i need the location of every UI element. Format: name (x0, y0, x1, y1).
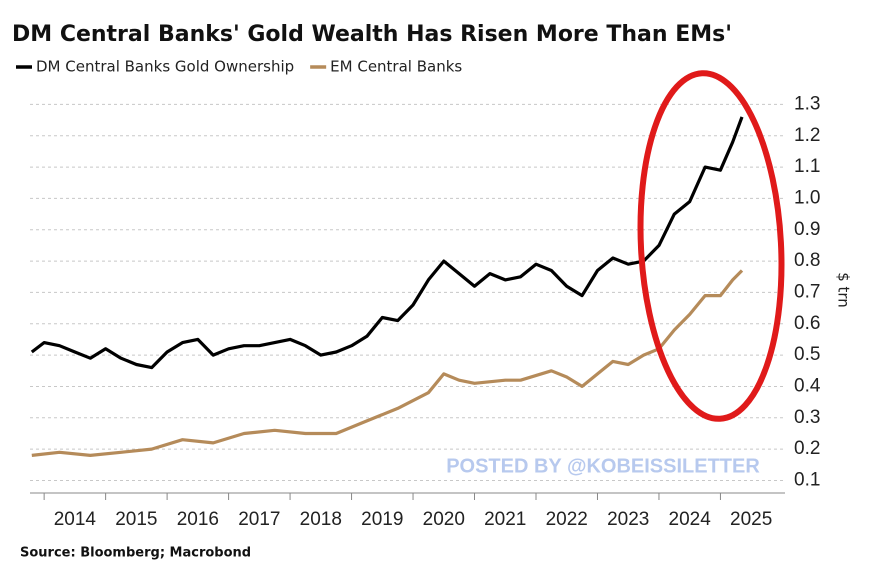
y-tick-label: 0.3 (794, 407, 820, 428)
x-tick-label: 2017 (238, 509, 280, 530)
x-tick-label: 2018 (300, 509, 342, 530)
source: Source: Bloomberg; Macrobond (20, 546, 251, 561)
y-tick-label: 1.1 (794, 156, 820, 177)
y-tick-label: 0.6 (794, 313, 820, 334)
x-tick-label: 2025 (730, 509, 772, 530)
watermark: POSTED BY @KOBEISSILETTER (446, 455, 760, 477)
legend-label: EM Central Banks (330, 58, 462, 76)
x-tick-label: 2022 (546, 509, 588, 530)
x-tick-label: 2023 (607, 509, 649, 530)
y-tick-label: 1.2 (794, 125, 820, 146)
chart-title: DM Central Banks' Gold Wealth Has Risen … (12, 22, 732, 47)
x-tick-label: 2021 (484, 509, 526, 530)
x-tick-label: 2015 (115, 509, 157, 530)
highlight-ellipse (637, 70, 785, 422)
y-axis-label: $ trn (835, 272, 853, 308)
y-tick-label: 1.0 (794, 187, 820, 208)
x-tick-label: 2019 (361, 509, 403, 530)
series-line (30, 116, 744, 370)
y-tick-label: 0.4 (794, 375, 821, 396)
y-tick-label: 0.7 (794, 281, 820, 302)
y-tick-label: 0.2 (794, 438, 820, 459)
x-tick-label: 2014 (54, 509, 97, 530)
y-tick-label: 0.8 (794, 250, 820, 271)
x-tick-label: 2020 (423, 509, 465, 530)
y-tick-label: 0.5 (794, 344, 820, 365)
legend-label: DM Central Banks Gold Ownership (36, 58, 294, 76)
x-tick-label: 2016 (177, 509, 219, 530)
x-tick-label: 2024 (669, 509, 712, 530)
y-tick-label: 0.9 (794, 219, 820, 240)
series-line (31, 269, 744, 457)
y-tick-label: 1.3 (794, 93, 820, 114)
y-tick-label: 0.1 (794, 469, 820, 490)
